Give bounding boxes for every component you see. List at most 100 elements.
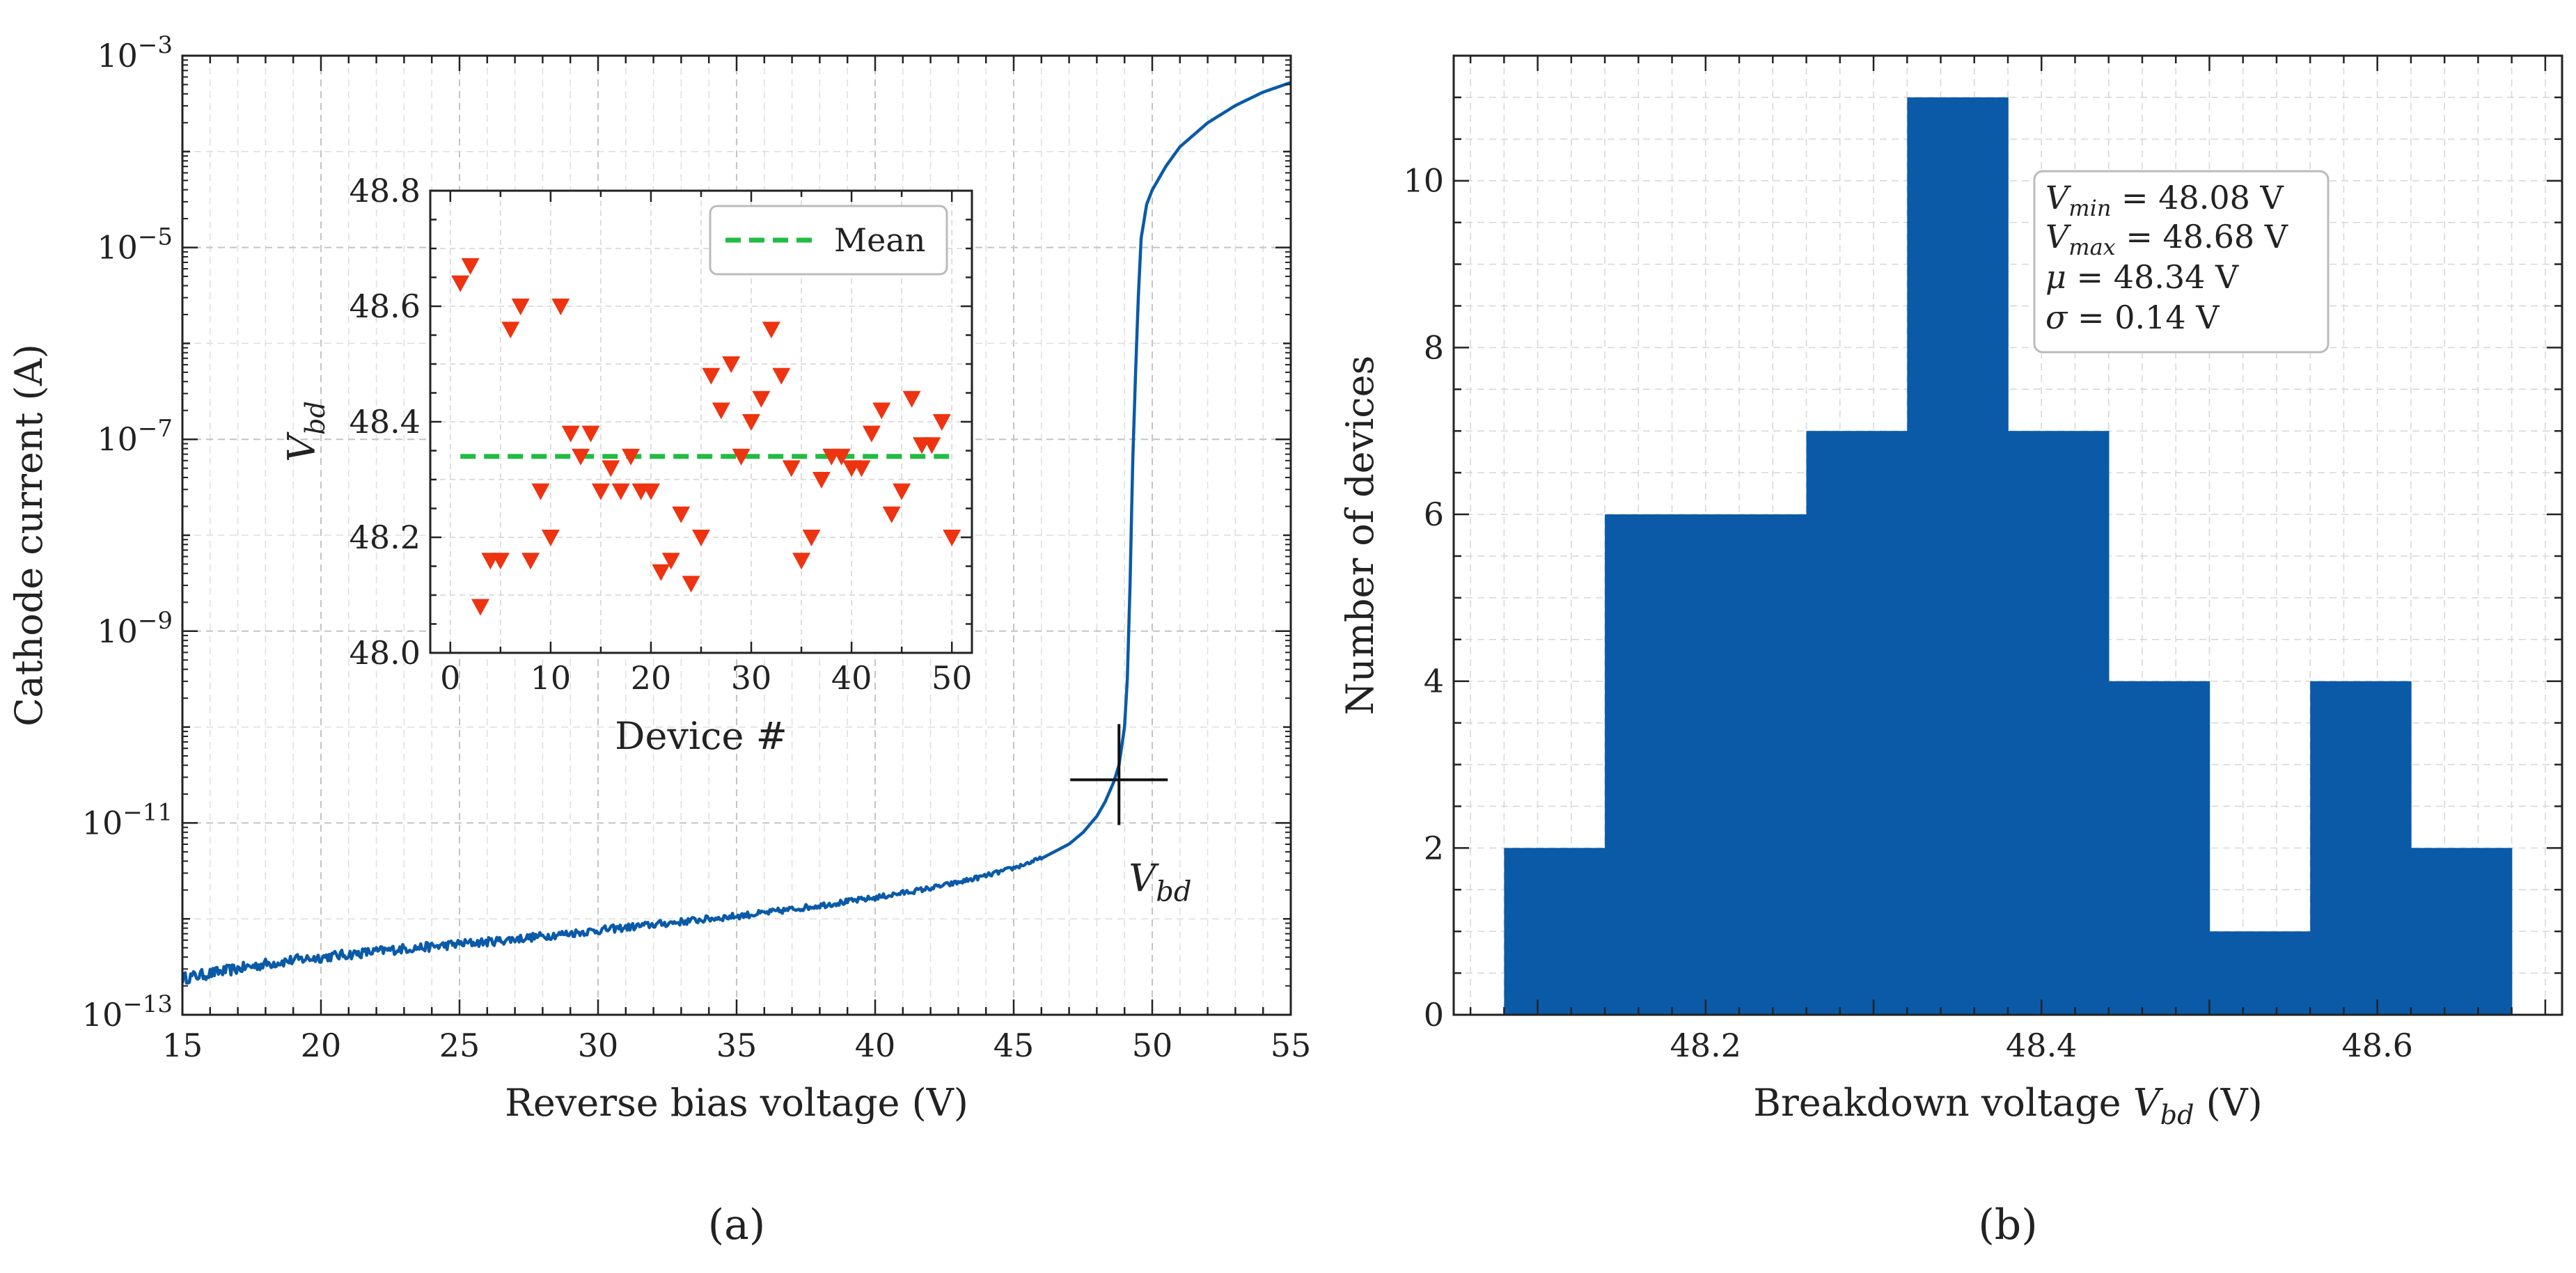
device-point xyxy=(451,275,470,292)
inset-y-tick-label: 48.6 xyxy=(350,287,421,325)
panel-b-x-tick-labels: 48.2 48.4 48.6 xyxy=(1670,1027,2413,1064)
histogram-bar xyxy=(1907,97,2009,1015)
inset-legend: Mean xyxy=(709,205,948,276)
y-tick-label: 0 xyxy=(1424,996,1444,1034)
histogram-bar xyxy=(1806,431,1908,1015)
current-curve xyxy=(182,81,1291,985)
y-tick-label: 4 xyxy=(1424,663,1444,700)
histogram-bar xyxy=(1705,514,1807,1015)
vbd-annotation: Vbd xyxy=(1070,724,1191,908)
inset-x-tick-label: 10 xyxy=(531,659,572,697)
device-point xyxy=(792,553,811,570)
inset-y-tick-label: 48.4 xyxy=(350,403,421,441)
histogram-bar xyxy=(2410,848,2513,1015)
device-point xyxy=(712,402,730,420)
device-point xyxy=(762,322,780,339)
y-tick-label: 2 xyxy=(1424,829,1444,867)
panel-a-y-tick-labels: 10−13 10−11 10−9 10−7 10−5 10−3 xyxy=(82,31,173,1034)
x-tick-label: 35 xyxy=(716,1027,757,1064)
x-tick-label: 15 xyxy=(162,1027,203,1064)
device-point xyxy=(581,425,600,443)
device-point xyxy=(782,460,801,477)
device-point xyxy=(642,483,660,500)
device-point xyxy=(802,530,821,546)
device-point xyxy=(611,483,630,500)
panel-b-frame xyxy=(1452,54,2563,1016)
stats-box: Vmin = 48.08 V Vmax = 48.68 V μ = 48.34 … xyxy=(2033,170,2330,354)
device-point xyxy=(661,553,680,570)
device-point xyxy=(652,564,670,581)
device-point xyxy=(852,460,871,477)
histogram-bar xyxy=(2108,681,2210,1015)
device-point xyxy=(602,460,620,477)
device-point xyxy=(461,258,480,275)
stats-sigma: σ = 0.14 V xyxy=(2045,299,2220,336)
x-tick-label: 40 xyxy=(855,1027,896,1064)
inset-chart: 0 10 20 30 40 50 48.0 48.2 48.4 48.6 48.8 Device … xyxy=(280,172,973,758)
device-point xyxy=(682,576,700,593)
y-tick-label: 10−3 xyxy=(97,31,173,74)
device-point xyxy=(812,472,831,489)
inset-legend-box xyxy=(709,205,948,276)
device-point xyxy=(932,414,951,431)
y-tick-label: 10−13 xyxy=(82,990,173,1034)
device-point xyxy=(531,483,550,500)
panel-a-xlabel: Reverse bias voltage (V) xyxy=(505,1081,968,1125)
panel-a-x-tick-labels: 15 20 25 30 35 40 45 50 55 xyxy=(162,1027,1312,1064)
stats-box-frame xyxy=(2033,170,2330,354)
x-tick-label: 20 xyxy=(301,1027,342,1064)
device-point xyxy=(541,530,560,546)
inset-y-tick-labels: 48.0 48.2 48.4 48.6 48.8 xyxy=(350,172,421,672)
x-tick-label: 55 xyxy=(1271,1027,1312,1064)
inset-x-tick-label: 20 xyxy=(631,659,672,697)
vbd-label: Vbd xyxy=(1129,856,1191,908)
device-point xyxy=(551,299,570,315)
device-point xyxy=(882,506,901,523)
y-tick-label: 10−5 xyxy=(97,223,173,267)
device-point xyxy=(732,448,751,466)
histogram-bar xyxy=(2008,431,2110,1015)
device-point xyxy=(922,437,941,454)
inset-frame xyxy=(429,189,973,654)
x-tick-label: 48.6 xyxy=(2341,1027,2412,1064)
x-tick-label: 50 xyxy=(1132,1027,1173,1064)
x-tick-label: 30 xyxy=(578,1027,619,1064)
device-point xyxy=(561,425,580,443)
device-point xyxy=(872,402,891,420)
device-point xyxy=(893,483,911,500)
device-point xyxy=(471,599,489,616)
panel-a-caption: (a) xyxy=(708,1201,766,1249)
stats-vmax: Vmax = 48.68 V xyxy=(2045,218,2288,260)
histogram-bar xyxy=(2310,681,2412,1015)
inset-ylabel: Vbd xyxy=(280,401,331,462)
device-point xyxy=(943,530,961,546)
x-tick-label: 45 xyxy=(994,1027,1035,1064)
device-point xyxy=(501,322,520,339)
device-point xyxy=(722,356,741,373)
device-point xyxy=(742,414,760,431)
panel-b-ticks xyxy=(1454,56,2562,1016)
device-point xyxy=(752,390,771,408)
inset-x-tick-label: 40 xyxy=(831,659,872,697)
device-point xyxy=(832,448,851,466)
inset-x-tick-label: 0 xyxy=(440,659,460,697)
y-tick-label: 8 xyxy=(1424,329,1444,366)
device-point xyxy=(772,367,791,385)
panel-b-caption: (b) xyxy=(1978,1201,2037,1249)
device-point xyxy=(521,553,540,570)
panel-b-bars xyxy=(1504,97,2513,1015)
device-point xyxy=(491,553,510,570)
device-point xyxy=(672,506,691,523)
panel-b-xlabel: Breakdown voltage Vbd (V) xyxy=(1753,1081,2262,1130)
panel-a: 15 20 25 30 35 40 45 50 55 10−1310−1110−910−710−… xyxy=(7,31,1311,1249)
inset-legend-label: Mean xyxy=(834,221,925,259)
inset-xlabel: Device # xyxy=(615,714,787,758)
y-tick-label: 10−7 xyxy=(97,415,173,458)
device-point xyxy=(572,448,590,466)
y-tick-label: 10−9 xyxy=(97,607,173,650)
panel-a-frame xyxy=(181,54,1292,1016)
stats-mu: μ = 48.34 V xyxy=(2045,258,2239,296)
device-point xyxy=(622,448,641,466)
inset-plot-layer xyxy=(451,258,961,616)
